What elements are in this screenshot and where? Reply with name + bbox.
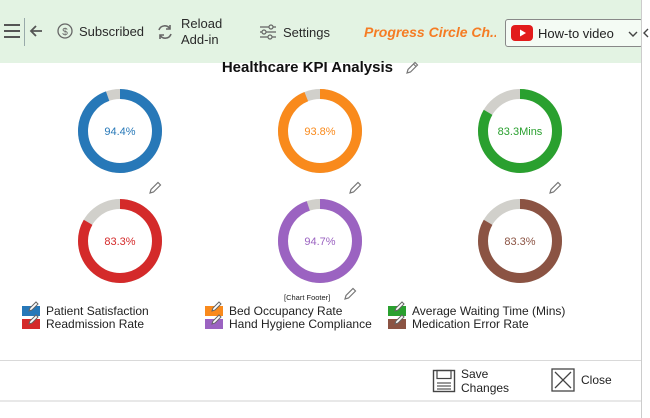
chevron-down-icon[interactable] (628, 30, 638, 38)
legend-swatch (22, 301, 40, 316)
legend-label: Average Waiting Time (Mins) (412, 304, 566, 318)
legend-swatch (205, 314, 223, 329)
donut-value-arc (278, 89, 362, 173)
donut-value-label: 94.7% (304, 236, 335, 248)
donut-value-label: 83.3% (104, 236, 135, 248)
legend-label: Medication Error Rate (412, 317, 529, 331)
chart-title: Healthcare KPI Analysis (221, 59, 394, 76)
reload-label-line2: Add-in (181, 32, 219, 47)
edit-pencil-icon[interactable] (28, 313, 40, 325)
legend-swatch (388, 314, 406, 329)
donut-4: 83.3% (78, 199, 162, 283)
subscribed-label: Subscribed (79, 23, 145, 39)
legend-item[interactable]: Bed Occupancy Rate (205, 301, 343, 318)
close-icon (551, 368, 575, 392)
donut-value-arc (78, 199, 162, 283)
youtube-icon (511, 25, 533, 41)
donut-value-arc (278, 199, 362, 283)
edit-pencil-icon[interactable] (211, 313, 223, 325)
progress-circle-chart-title: Progress Circle Ch... (364, 24, 496, 40)
dollar-circle-icon: $ (57, 23, 73, 39)
chart-title-row: Healthcare KPI Analysis (0, 59, 641, 76)
legend-item[interactable]: Patient Satisfaction (22, 301, 149, 318)
hamburger-menu-icon[interactable] (4, 24, 20, 38)
donut-value-arc (478, 199, 562, 283)
close-button[interactable]: Close (551, 368, 612, 392)
edit-pencil-icon[interactable] (211, 300, 223, 312)
donut-grid: 94.4% 93.8% 83.3Mins 83.3% 94.7% 83.3% (78, 89, 562, 283)
save-label-line2: Changes (461, 381, 510, 395)
save-label-line1: Save (461, 367, 489, 381)
donut-value-label: 94.4% (104, 126, 135, 138)
toolbar-divider (24, 18, 25, 46)
edit-pencil-icon[interactable] (348, 181, 362, 195)
legend-item[interactable]: Average Waiting Time (Mins) (388, 301, 566, 318)
settings-sliders-icon (260, 24, 276, 40)
close-label: Close (581, 373, 612, 387)
settings-button[interactable]: Settings (259, 24, 330, 40)
back-arrow-icon[interactable] (27, 20, 49, 42)
side-panel-edge (641, 0, 650, 418)
edit-pencil-icon[interactable] (343, 287, 357, 301)
svg-text:$: $ (62, 27, 68, 38)
edit-pencil-icon[interactable] (394, 300, 406, 312)
edit-pencil-icon[interactable] (28, 300, 40, 312)
reload-icon (158, 25, 172, 39)
legend-item[interactable]: Readmission Rate (22, 314, 145, 331)
donut-value-label: 93.8% (304, 126, 335, 138)
donut-value-arc (478, 89, 562, 173)
chevron-left-icon[interactable] (642, 28, 650, 38)
edit-pencil-icon[interactable] (405, 61, 419, 75)
howto-video-button[interactable]: How-to video (505, 19, 643, 47)
legend-item[interactable]: Hand Hygiene Compliance (205, 314, 372, 331)
reload-addin-button[interactable]: Reload Add-in (155, 16, 222, 48)
donut-5: 94.7% (278, 199, 362, 283)
legend-swatch (205, 301, 223, 316)
reload-label-line1: Reload (181, 16, 223, 31)
howto-label: How-to video (538, 26, 614, 41)
donut-2: 93.8% (278, 89, 362, 173)
subscribed-button[interactable]: $ Subscribed (57, 23, 144, 39)
settings-label: Settings (283, 24, 330, 40)
bottom-action-bar (0, 360, 641, 418)
legend-swatch (388, 301, 406, 316)
save-changes-button[interactable]: Save Changes (432, 367, 509, 395)
bottom-divider (0, 400, 641, 402)
donut-value-arc (78, 89, 162, 173)
donut-1: 94.4% (78, 89, 162, 173)
donut-value-label: 83.3Mins (498, 126, 543, 138)
legend-item[interactable]: Medication Error Rate (388, 314, 529, 331)
chart-footer: [Chart Footer] (284, 293, 331, 302)
edit-pencil-icon[interactable] (548, 181, 562, 195)
donut-6: 83.3% (478, 199, 562, 283)
donut-3: 83.3Mins (478, 89, 562, 173)
legend-label: Bed Occupancy Rate (229, 304, 343, 318)
legend-swatch (22, 314, 40, 329)
edit-pencil-icon[interactable] (394, 313, 406, 325)
edit-pencil-icon[interactable] (148, 181, 162, 195)
toolbar: $ Subscribed Reload Add-in Settings Prog… (0, 0, 643, 63)
save-disk-icon (432, 369, 456, 393)
donut-value-label: 83.3% (504, 236, 535, 248)
legend-label: Hand Hygiene Compliance (229, 317, 372, 331)
legend-label: Patient Satisfaction (46, 304, 149, 318)
legend-label: Readmission Rate (46, 317, 145, 331)
